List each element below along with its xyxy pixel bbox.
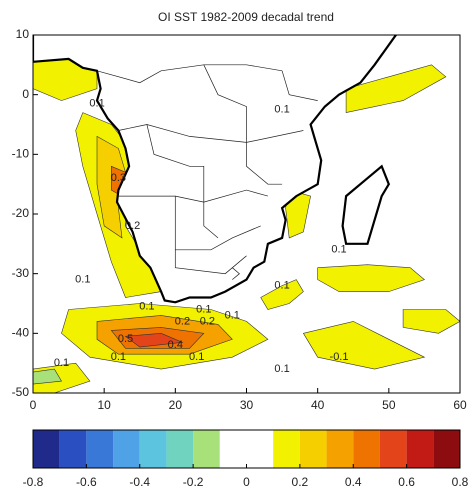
colorbar-cell	[273, 430, 300, 468]
trend-field: 0.1 0.10.30.20.1 0.10.10.10.20.10.10.5 0.40…	[33, 35, 460, 393]
contour-label: 0.1	[89, 98, 104, 110]
contour-label: 0.1	[139, 300, 154, 312]
y-tick-label: -10	[12, 147, 30, 161]
colorbar-cell	[406, 430, 434, 468]
country-border	[232, 267, 240, 280]
colorbar-cell	[299, 430, 327, 468]
contour-label: 0.1	[274, 280, 289, 292]
africa	[33, 35, 397, 304]
colorbar-cell	[33, 430, 60, 468]
contour-label: 0.2	[175, 315, 190, 327]
colorbar-tick-label: -0.4	[129, 475, 150, 489]
x-tick-label: 40	[311, 398, 325, 412]
contour-label: 0.1	[111, 351, 126, 363]
y-tick-label: 0	[22, 87, 29, 101]
contour-label: 0.3	[111, 172, 126, 184]
colorbar-tick-label: -0.6	[76, 475, 97, 489]
colorbar-tick-label: 0.4	[345, 475, 362, 489]
colorbar-cell	[219, 430, 247, 468]
colorbar-tick-label: -0.8	[23, 475, 44, 489]
colorbar-cell	[113, 430, 140, 468]
y-tick-label: 10	[16, 27, 30, 41]
colorbar-tick-label: 0.6	[398, 475, 415, 489]
contour-label: -0.1	[330, 351, 349, 363]
warm-area	[260, 279, 304, 310]
contour-label: 0.1	[274, 363, 289, 375]
warm-area	[124, 332, 184, 348]
colorbar-tick-label: -0.2	[183, 475, 204, 489]
x-tick-label: 10	[97, 398, 111, 412]
colorbar-cell	[326, 430, 354, 468]
contour-label: 0.1	[331, 244, 346, 256]
country-border	[118, 124, 304, 143]
x-tick-label: 60	[453, 398, 467, 412]
warm-area	[302, 321, 426, 370]
colorbar-cell	[433, 430, 460, 468]
colorbar-cell	[379, 430, 407, 468]
colorbar-cell	[166, 430, 194, 468]
colorbar-cell	[139, 430, 167, 468]
colorbar-cell	[86, 430, 114, 468]
contour-label: 0.4	[168, 339, 183, 351]
x-tick-label: 30	[240, 398, 254, 412]
contour-label: 0.2	[125, 220, 140, 232]
x-tick-label: 20	[169, 398, 183, 412]
colorbar-tick-label: 0	[243, 475, 250, 489]
contour-label: 0.1	[54, 357, 69, 369]
contour-label: 0.1	[196, 303, 211, 315]
colorbar-tick-label: 0.2	[292, 475, 309, 489]
y-tick-label: -20	[12, 206, 30, 220]
country-border	[174, 249, 247, 275]
title: OI SST 1982-2009 decadal trend	[158, 10, 334, 24]
warm-area	[317, 264, 426, 292]
colorbar-tick-label: 0.8	[452, 475, 469, 489]
country-border	[203, 202, 219, 239]
contour-label: 0.1	[225, 309, 240, 321]
x-tick-label: 0	[30, 398, 37, 412]
y-tick-label: -30	[12, 266, 30, 280]
country-border	[174, 196, 261, 251]
country-border	[246, 142, 283, 185]
colorbar-cell	[59, 430, 87, 468]
madagascar	[341, 164, 391, 245]
y-tick-label: -40	[12, 326, 30, 340]
contour-label: 0.5	[118, 333, 133, 345]
country-border	[146, 124, 205, 203]
x-tick-label: 50	[382, 398, 396, 412]
country-border	[281, 70, 318, 101]
contour-label: 0.1	[274, 103, 289, 115]
y-tick-label: -50	[12, 385, 30, 399]
country-border	[96, 64, 283, 84]
contour-label: 0.2	[200, 315, 215, 327]
colorbar-cell	[246, 430, 274, 468]
warm-area	[402, 309, 460, 334]
contour-label: 0.1	[189, 351, 204, 363]
country-border	[203, 64, 247, 143]
contour-label: 0.1	[75, 274, 90, 286]
colorbar-cell	[353, 430, 380, 468]
cool-area	[33, 368, 62, 385]
colorbar-cell	[193, 430, 220, 468]
